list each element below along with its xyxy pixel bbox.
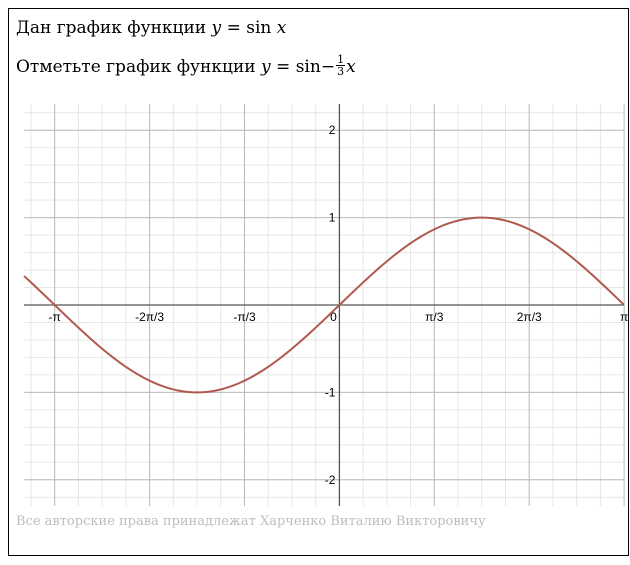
- fraction-numerator: 1: [336, 53, 346, 66]
- task-frame: [8, 8, 629, 556]
- task-statement-given: Дан график функции y = sin x: [16, 18, 286, 38]
- question-formula: y = sin− 1 3 x: [261, 53, 356, 78]
- formula-minus: −: [320, 57, 336, 77]
- tick-labels: -π -2π/3 -π/3 0 π/3 2π/3 π 2 1 -1 -2: [49, 123, 629, 487]
- formula-fn: sin: [246, 18, 272, 38]
- question-text: Отметьте график функции: [16, 57, 256, 77]
- axes: [24, 104, 624, 506]
- copyright-notice: Все авторские права принадлежат Харченко…: [16, 514, 486, 529]
- given-text: Дан график функции: [16, 18, 207, 38]
- x-tick-label: -2π/3: [135, 310, 164, 324]
- x-tick-label: -π: [49, 310, 61, 324]
- x-tick-label: 0: [330, 310, 337, 324]
- y-tick-label: 2: [329, 123, 336, 137]
- x-tick-label: π: [620, 310, 628, 324]
- task-statement-question: Отметьте график функции y = sin− 1 3 x: [16, 53, 356, 79]
- given-formula: y = sin x: [212, 18, 287, 38]
- formula-y: y: [261, 57, 271, 77]
- formula-y: y: [211, 18, 222, 38]
- x-tick-label: 2π/3: [517, 310, 542, 324]
- formula-eq: =: [276, 57, 291, 77]
- y-tick-label: 1: [329, 211, 336, 225]
- sine-curve-layer: [23, 216, 625, 394]
- formula-eq: =: [226, 18, 241, 38]
- fraction-denominator: 3: [337, 65, 345, 78]
- formula-arg: x: [276, 18, 287, 38]
- y-tick-label: -1: [325, 385, 336, 399]
- x-tick-label: -π/3: [233, 310, 256, 324]
- sine-curve: [23, 216, 625, 394]
- x-tick-label: π/3: [425, 310, 444, 324]
- y-tick-label: -2: [325, 473, 336, 487]
- formula-fn: sin: [295, 57, 321, 77]
- formula-arg: x: [346, 57, 356, 77]
